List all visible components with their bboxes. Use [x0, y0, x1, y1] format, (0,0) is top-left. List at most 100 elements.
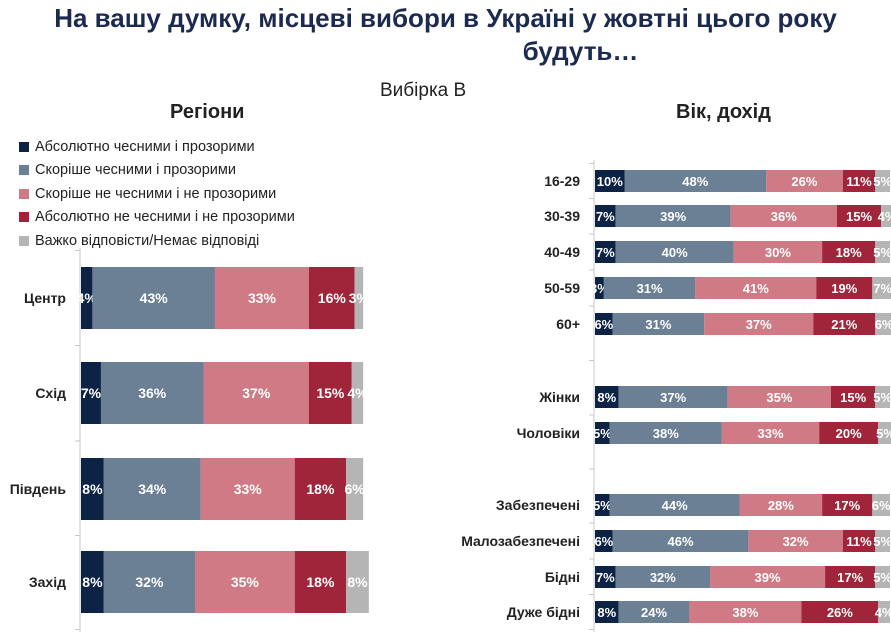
- data-label: 7%: [81, 385, 102, 401]
- bar-segment: [801, 601, 879, 623]
- bar-segment: [875, 566, 890, 588]
- legend-label: Скоріше чесними і прозорими: [35, 162, 236, 179]
- data-label: 26%: [827, 605, 853, 620]
- category-label: 30-39: [544, 208, 580, 224]
- data-label: 3%: [349, 290, 370, 306]
- bar-segment: [618, 386, 728, 408]
- data-label: 5%: [873, 534, 891, 549]
- data-label: 6%: [594, 534, 613, 549]
- bar-segment: [816, 277, 873, 299]
- bar-segment: [595, 277, 604, 299]
- bar-segment: [836, 205, 882, 227]
- data-label: 41%: [743, 281, 769, 296]
- bar-segment: [346, 551, 369, 613]
- bar-segment: [609, 494, 740, 516]
- data-label: 17%: [834, 498, 860, 513]
- bar-segment: [103, 458, 201, 520]
- legend-item: Абсолютно не чесними і не прозорими: [19, 206, 295, 230]
- category-label: Бідні: [545, 569, 580, 585]
- bar-segment: [354, 267, 364, 329]
- data-label: 48%: [682, 174, 708, 189]
- data-label: 15%: [846, 209, 872, 224]
- bar-segment: [81, 551, 104, 613]
- data-label: 5%: [873, 174, 891, 189]
- bar-segment: [766, 170, 843, 192]
- bar-segment: [309, 267, 355, 329]
- data-label: 39%: [755, 570, 781, 585]
- bar-segment: [615, 205, 731, 227]
- data-label: 43%: [140, 290, 169, 306]
- data-label: 38%: [732, 605, 758, 620]
- data-label: 11%: [846, 174, 872, 189]
- data-label: 5%: [593, 426, 612, 441]
- data-label: 4%: [347, 385, 368, 401]
- category-label: Чоловіки: [517, 425, 580, 441]
- data-label: 21%: [831, 317, 857, 332]
- bar-segment: [878, 601, 890, 623]
- bar-segment: [595, 241, 616, 263]
- bar-segment: [875, 386, 890, 408]
- legend-swatch-icon: [19, 235, 29, 246]
- data-label: 5%: [873, 390, 891, 405]
- bar-segment: [603, 277, 696, 299]
- bar-segment: [595, 386, 619, 408]
- data-label: 7%: [873, 281, 891, 296]
- age-income-panel-title: Вік, дохід: [676, 101, 771, 123]
- title-line-2: будуть…: [522, 36, 639, 66]
- legend-label: Абсолютно не чесними і не прозорими: [35, 209, 295, 226]
- data-label: 6%: [875, 317, 891, 332]
- bar-segment: [103, 551, 195, 613]
- data-label: 37%: [746, 317, 772, 332]
- bar-segment: [609, 422, 722, 444]
- regions-chart: Центр 4% 43% 33% 16% 3%Схід 7% 36% 37% 15% 4%Півде…: [10, 248, 370, 632]
- data-label: 6%: [344, 481, 365, 497]
- data-label: 33%: [248, 290, 277, 306]
- bar-segment: [739, 494, 823, 516]
- bar-segment: [710, 566, 826, 588]
- data-label: 15%: [316, 385, 345, 401]
- bar-segment: [200, 458, 295, 520]
- data-label: 33%: [758, 426, 784, 441]
- data-label: 44%: [662, 498, 688, 513]
- data-label: 32%: [650, 570, 676, 585]
- data-label: 28%: [768, 498, 794, 513]
- data-label: 19%: [831, 281, 857, 296]
- data-label: 38%: [653, 426, 679, 441]
- data-label: 39%: [660, 209, 686, 224]
- legend-item: Скоріше чесними і прозорими: [19, 159, 295, 183]
- bar-segment: [595, 601, 619, 623]
- bar-segment: [294, 551, 347, 613]
- bar-segment: [294, 458, 347, 520]
- category-label: Забезпечені: [496, 497, 580, 513]
- bar-segment: [615, 241, 734, 263]
- bar-segment: [727, 386, 831, 408]
- category-label: 50-59: [544, 280, 580, 296]
- bar-segment: [822, 241, 876, 263]
- data-label: 5%: [873, 570, 891, 585]
- data-label: 37%: [242, 385, 271, 401]
- category-label: Захід: [29, 574, 66, 590]
- data-label: 18%: [306, 481, 335, 497]
- bar-segment: [195, 551, 295, 613]
- data-label: 33%: [234, 481, 263, 497]
- data-label: 5%: [593, 498, 612, 513]
- bar-segment: [875, 170, 890, 192]
- bar-segment: [595, 494, 610, 516]
- bar-segment: [100, 362, 204, 424]
- data-label: 31%: [645, 317, 671, 332]
- bar-segment: [831, 386, 876, 408]
- legend-item: Важко відповісти/Немає відповіді: [19, 229, 295, 253]
- data-label: 7%: [596, 209, 615, 224]
- data-label: 46%: [668, 534, 694, 549]
- bar-segment: [872, 494, 890, 516]
- bar-segment: [748, 530, 843, 552]
- bar-segment: [733, 241, 823, 263]
- data-label: 18%: [836, 245, 862, 260]
- age-income-chart: 16-2910%48%26%11%5%30-397%39%36%15%4%40-…: [461, 160, 891, 632]
- data-label: 8%: [597, 390, 616, 405]
- legend-swatch-icon: [19, 141, 29, 152]
- bar-segment: [881, 205, 891, 227]
- bar-segment: [615, 566, 711, 588]
- data-label: 11%: [846, 534, 872, 549]
- bar-segment: [595, 170, 625, 192]
